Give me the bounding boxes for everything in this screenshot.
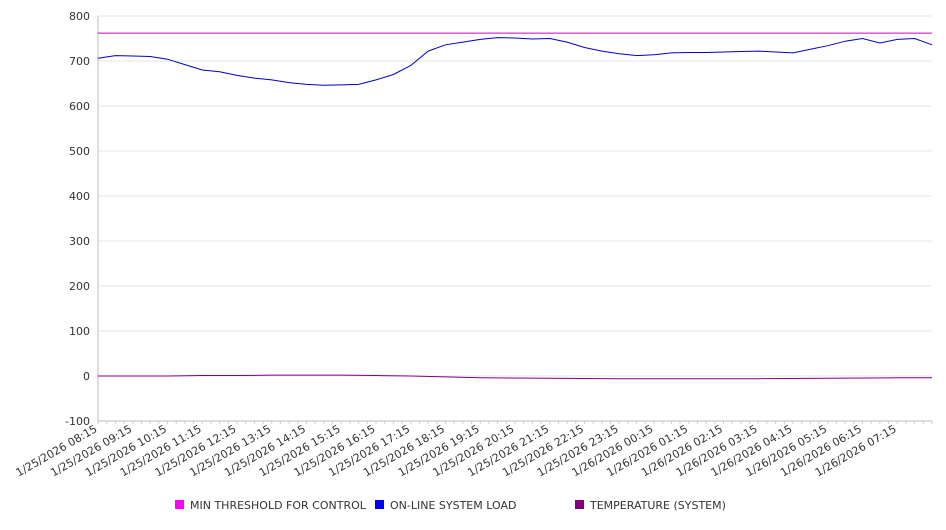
legend-label: MIN THRESHOLD FOR CONTROL: [190, 499, 367, 512]
y-axis-ticks: 800 700 600 500 400 300 200 100 0 -100: [65, 10, 90, 428]
y-tick-label: 500: [69, 145, 90, 158]
y-tick-label: -100: [65, 415, 90, 428]
y-tick-label: 300: [69, 235, 90, 248]
gridlines: [98, 15, 932, 422]
y-tick-label: 200: [69, 280, 90, 293]
legend: MIN THRESHOLD FOR CONTROL ON-LINE SYSTEM …: [175, 499, 726, 512]
series-line-1: [97, 37, 933, 86]
y-tick-label: 800: [69, 10, 90, 23]
legend-label: ON-LINE SYSTEM LOAD: [390, 499, 516, 512]
axes: [97, 16, 933, 424]
y-tick-label: 700: [69, 55, 90, 68]
series-lines: [97, 32, 933, 380]
legend-label: TEMPERATURE (SYSTEM): [589, 499, 726, 512]
legend-swatch: [575, 500, 584, 509]
x-axis-ticks: 1/25/2026 08:151/25/2026 09:151/25/2026 …: [14, 422, 899, 479]
legend-swatch: [175, 500, 184, 509]
series-line-2: [98, 374, 932, 380]
y-tick-label: 100: [69, 325, 90, 338]
y-tick-label: 400: [69, 190, 90, 203]
y-tick-label: 0: [83, 370, 90, 383]
legend-swatch: [375, 500, 384, 509]
y-tick-label: 600: [69, 100, 90, 113]
